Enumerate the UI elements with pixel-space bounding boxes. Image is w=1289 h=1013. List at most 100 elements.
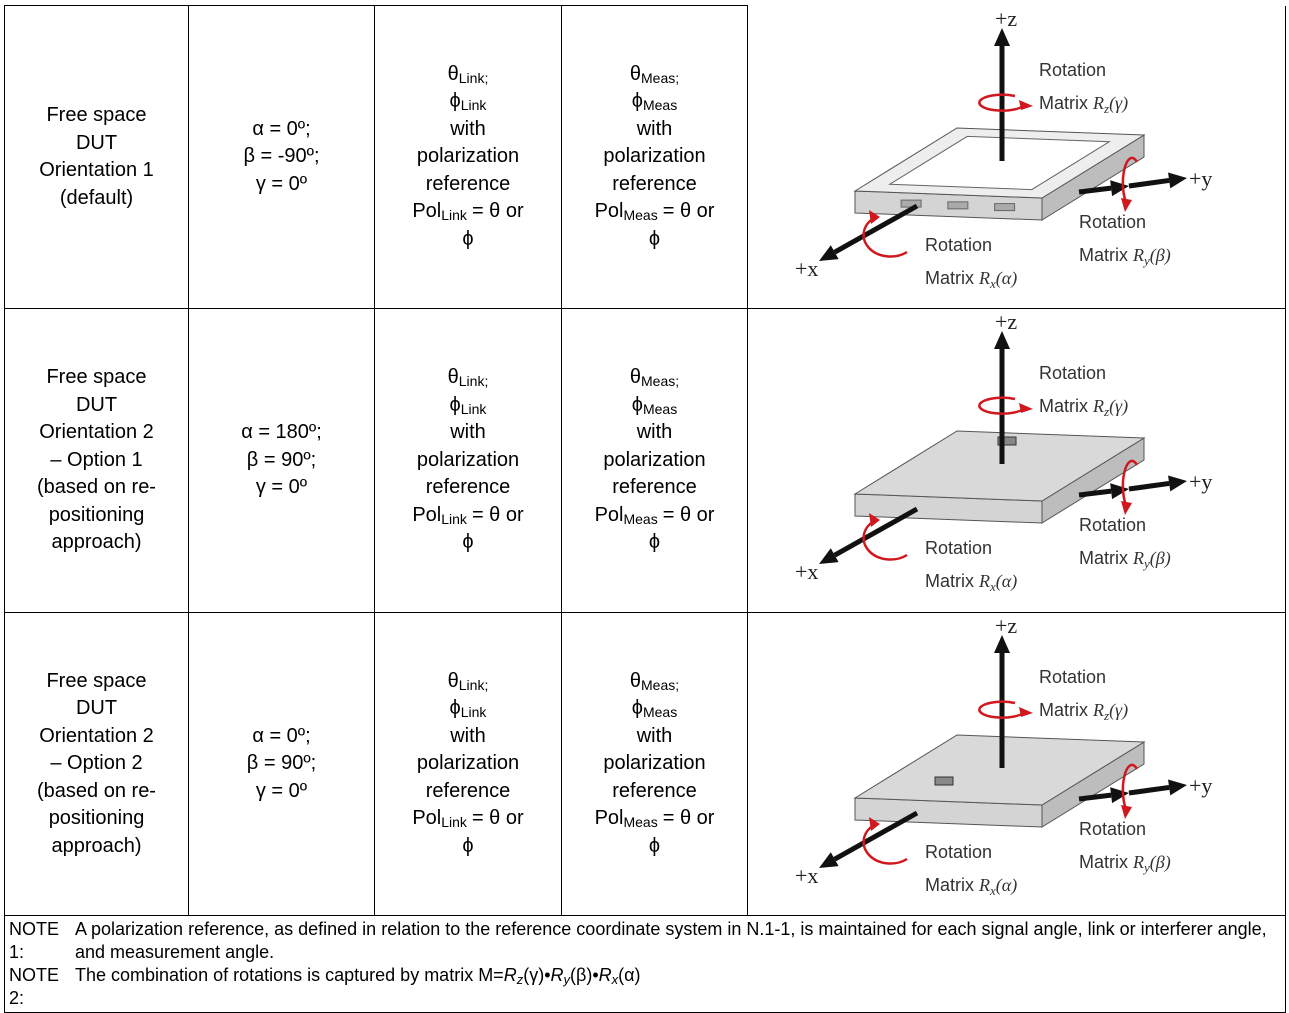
matrix-label: Matrix Rx(α): [925, 268, 1017, 291]
pol: Pol: [412, 807, 442, 829]
matrix-word: Matrix: [925, 268, 974, 288]
pol: Pol: [594, 200, 624, 223]
table-row: Free space DUT Orientation 1 (default) α = 0…: [4, 5, 1286, 309]
phi-sub: Link: [460, 400, 487, 417]
text-line: with: [636, 421, 673, 443]
axis-head: [818, 851, 839, 868]
text-line: γ = 0º: [255, 476, 308, 498]
text-line: polarization: [416, 752, 520, 774]
rotation-y: [1121, 763, 1138, 812]
axis-line: [1128, 480, 1170, 492]
text-line: α = 0º;: [252, 724, 311, 747]
phi-sub: Link: [460, 704, 487, 720]
matrix-arg: (α): [995, 571, 1016, 592]
device-port: [934, 776, 953, 785]
matrix-word: Matrix: [925, 571, 974, 591]
notes-cell: NOTE 1: A polarization reference, as defi…: [4, 915, 1286, 1013]
note-text: The combination of rotations is captured…: [75, 964, 641, 1010]
matrix-word: Matrix: [1079, 245, 1128, 265]
theta: θ: [447, 669, 459, 692]
text-line: ϕ: [462, 834, 474, 857]
angles-cell: α = 0º; β = -90º; γ = 0º: [188, 5, 375, 309]
text-line: β = -90º;: [243, 145, 320, 168]
rotation-label: Rotation: [925, 538, 992, 558]
matrix-label: Matrix Rx(α): [925, 571, 1017, 594]
matrix-word: Matrix: [1039, 93, 1088, 113]
matrix-label: Matrix Ry(β): [1079, 245, 1171, 268]
axis-line: [832, 810, 918, 861]
condition-cell: Free space DUT Orientation 2 – Option 1 (bas…: [4, 308, 189, 613]
pol: Pol: [412, 503, 442, 526]
meas-cell: θMeas; ϕMeas with polarization reference PolM…: [561, 611, 748, 916]
matrix-symbol: R: [1092, 396, 1104, 416]
x-axis-label: +x: [795, 863, 818, 888]
rotation-label: Rotation: [1039, 363, 1106, 383]
text-line: Free space: [46, 669, 147, 692]
orientation-table: Free space DUT Orientation 1 (default) α = 0…: [4, 5, 1286, 1013]
matrix-sub: x: [989, 276, 996, 291]
axis-line: [1078, 792, 1111, 801]
matrix-label: Matrix Rz(γ): [1039, 396, 1128, 419]
phi: ϕ: [449, 697, 461, 719]
rotation-y-head: [1120, 501, 1132, 515]
rotation-label: Rotation: [925, 235, 992, 255]
device-top: [852, 430, 1146, 502]
note-segment: (γ)•: [523, 965, 551, 985]
note-segment: y: [563, 972, 571, 987]
rotation-y-head: [1120, 804, 1132, 819]
link-cell: θLink; ϕLink with polarization reference PolL…: [374, 308, 562, 613]
device-button: [900, 199, 922, 208]
axis-line: [1078, 185, 1111, 194]
text-line: polarization: [416, 448, 520, 471]
axis-line: [832, 506, 918, 558]
text-line: polarization: [603, 145, 706, 168]
text-line: β = 90º;: [246, 752, 317, 774]
text-line: β = 90º;: [246, 448, 317, 471]
text-line: α = 0º;: [252, 117, 311, 140]
rotation-label: Rotation: [1039, 60, 1106, 80]
table-row: Free space DUT Orientation 2 – Option 2 (bas…: [4, 611, 1286, 916]
note: NOTE 1: A polarization reference, as defi…: [9, 918, 1281, 964]
axis-head: [1167, 779, 1187, 795]
note-label: NOTE 1:: [9, 919, 60, 962]
matrix-arg: (β): [1149, 548, 1170, 569]
axis-head: [1109, 483, 1129, 500]
matrix-arg: (α): [995, 875, 1016, 896]
text-line: Free space: [46, 366, 147, 388]
note-segment: (α): [618, 965, 641, 985]
matrix-arg: (γ): [1109, 93, 1128, 114]
text-line: with: [450, 117, 486, 140]
matrix-sub: z: [1103, 101, 1109, 116]
note: NOTE 2: The combination of rotations is c…: [9, 964, 1281, 1010]
text-line: (default): [59, 186, 134, 209]
rotation-label: Rotation: [1079, 819, 1146, 839]
pol-rest: = θ or: [662, 807, 715, 829]
matrix-symbol: R: [978, 268, 990, 288]
rotation-z-head: [1018, 99, 1033, 110]
pol-rest: = θ or: [662, 200, 715, 223]
matrix-label: Matrix Rz(γ): [1039, 700, 1128, 723]
text-line: positioning: [48, 807, 145, 829]
axis-line: [1078, 488, 1111, 498]
note-segment: R: [503, 965, 517, 985]
text-line: γ = 0º: [255, 779, 308, 802]
matrix-symbol: R: [1132, 548, 1144, 568]
matrix-word: Matrix: [1039, 700, 1088, 720]
text-line: ϕ: [648, 227, 661, 250]
theta: θ: [629, 366, 641, 388]
matrix-label: Matrix Rx(α): [925, 875, 1017, 898]
phi-sub: Link: [460, 97, 487, 114]
note-segment: z: [516, 972, 524, 987]
text-line: Orientation 2: [39, 724, 154, 747]
note-text: A polarization reference, as defined in …: [75, 918, 1281, 964]
text-line: ϕ: [462, 227, 474, 250]
meas-cell: θMeas; ϕMeas with polarization reference PolM…: [561, 308, 748, 613]
pol-sub: Link: [441, 207, 467, 224]
rotation-label: Rotation: [1079, 515, 1146, 535]
condition-cell: Free space DUT Orientation 2 – Option 2 (bas…: [4, 611, 189, 916]
text-line: with: [450, 724, 486, 747]
text-line: with: [450, 421, 486, 443]
matrix-sub: y: [1142, 253, 1150, 268]
